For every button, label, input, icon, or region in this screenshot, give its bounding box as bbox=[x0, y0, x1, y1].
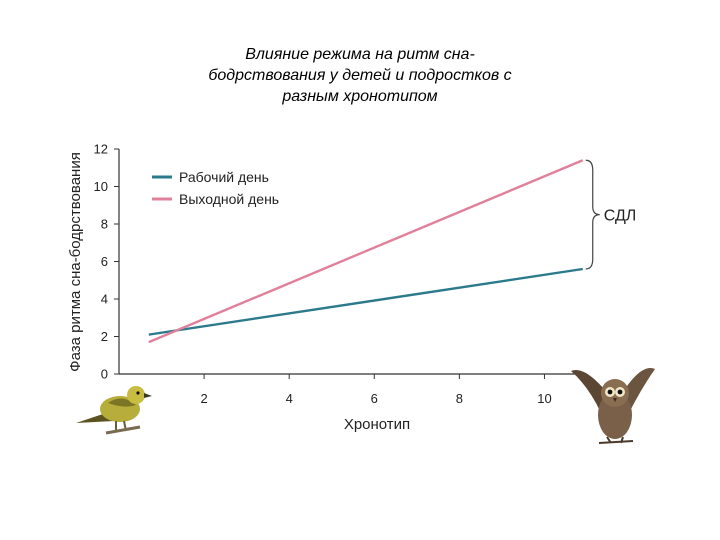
series-layer bbox=[148, 159, 584, 344]
axes: 0 2 4 6 8 10 12 2 4 6 8 10 Хронотип Фаза ритма сна-бо… bbox=[67, 142, 587, 433]
x-tick-label: 2 bbox=[200, 391, 207, 406]
annotation: СДЛ bbox=[585, 159, 637, 270]
songbird-icon bbox=[76, 386, 152, 435]
x-axis-title: Хронотип bbox=[344, 416, 410, 433]
owl-icon bbox=[571, 368, 655, 444]
chart-title: Влияние режима на ритм сна- бодрствовани… bbox=[150, 44, 570, 107]
series-line bbox=[148, 159, 584, 344]
title-line-3: разным хронотипом bbox=[282, 88, 438, 105]
legend: Рабочий день Выходной день bbox=[152, 169, 279, 207]
y-tick-label: 4 bbox=[101, 292, 108, 307]
title-line-1: Влияние режима на ритм сна- bbox=[245, 46, 475, 63]
legend-label: Рабочий день bbox=[179, 169, 269, 185]
y-tick-label: 6 bbox=[101, 254, 108, 269]
title-line-2: бодрствования у детей и подростков с bbox=[208, 67, 512, 84]
series-line bbox=[148, 267, 583, 336]
x-tick-label: 6 bbox=[371, 391, 378, 406]
x-tick-label: 8 bbox=[456, 391, 463, 406]
x-tick-label: 4 bbox=[286, 391, 293, 406]
y-tick-label: 12 bbox=[94, 142, 108, 157]
y-tick-label: 8 bbox=[101, 217, 108, 232]
x-tick-label: 10 bbox=[537, 391, 551, 406]
y-tick-label: 2 bbox=[101, 329, 108, 344]
sdl-label: СДЛ bbox=[604, 208, 637, 225]
y-tick-label: 10 bbox=[94, 179, 108, 194]
legend-label: Выходной день bbox=[179, 191, 279, 207]
y-axis-title: Фаза ритма сна-бодрствования bbox=[67, 152, 84, 372]
y-tick-label: 0 bbox=[101, 367, 108, 382]
sdl-bracket bbox=[585, 159, 600, 270]
